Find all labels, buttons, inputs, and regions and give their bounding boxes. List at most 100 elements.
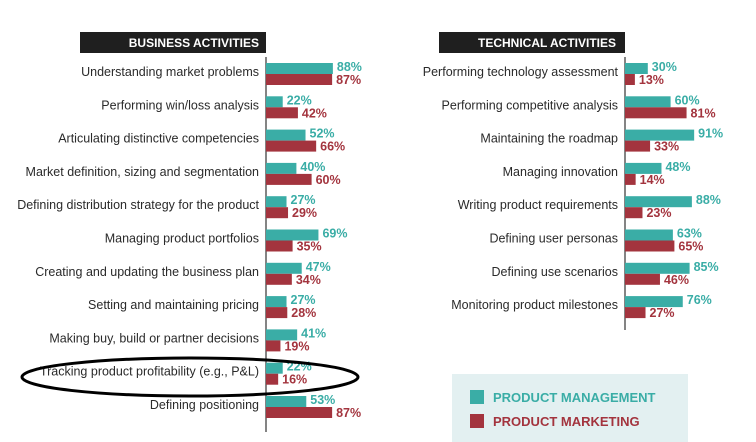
business-bar-product-marketing [266,240,293,252]
legend: PRODUCT MANAGEMENT PRODUCT MARKETING [452,374,688,442]
technical-value-label-product-marketing: 14% [640,173,665,187]
business-bar-product-management [266,296,287,308]
business-bar-product-marketing [266,140,317,152]
technical-value-label-product-management: 85% [694,260,719,274]
technical-category-label: Defining use scenarios [492,265,618,279]
technical-bar-product-marketing [625,107,687,119]
legend-label-product-management: PRODUCT MANAGEMENT [493,390,656,405]
business-category-label: Defining positioning [150,398,259,412]
business-category-label: Defining distribution strategy for the p… [17,198,259,212]
business-category-label: Tracking product profitability (e.g., P&… [40,365,259,379]
business-activities-chart: Understanding market problems 88%87%Perfo… [17,60,362,420]
business-category-label: Setting and maintaining pricing [88,298,259,312]
business-bar-product-management [266,129,306,141]
technical-value-label-product-management: 60% [675,93,700,107]
technical-bar-product-marketing [625,240,675,252]
technical-bar-product-management [625,262,690,274]
technical-bar-product-management [625,96,671,108]
business-bar-product-management [266,362,283,374]
technical-bar-product-management [625,63,648,74]
business-category-label: Making buy, build or partner decisions [49,331,259,345]
technical-category-label: Monitoring product milestones [451,298,618,312]
business-value-label-product-marketing: 29% [292,206,317,220]
business-bar-product-management [266,262,302,274]
technical-bar-product-marketing [625,74,635,85]
business-category-label: Understanding market problems [81,65,259,79]
technical-value-label-product-marketing: 65% [678,240,703,254]
business-bar-product-marketing [266,207,289,219]
technical-category-label: Defining user personas [489,232,618,246]
business-value-label-product-management: 47% [306,260,331,274]
technical-value-label-product-management: 88% [696,193,721,207]
technical-value-label-product-marketing: 33% [654,140,679,154]
technical-value-label-product-management: 91% [698,127,723,141]
business-bar-product-management [266,96,283,108]
business-bar-product-management [266,229,319,241]
technical-activities-chart: Performing technology assessment 30%13% Pe… [423,60,723,320]
technical-category-label: Managing innovation [503,165,618,179]
technical-value-label-product-marketing: 46% [664,273,689,287]
business-value-label-product-marketing: 87% [336,406,361,420]
technical-bar-product-management [625,162,662,174]
business-bar-product-management [266,162,297,174]
technical-bar-product-management [625,196,692,208]
business-bar-product-management [266,196,287,208]
business-bar-product-marketing [266,307,288,319]
business-value-label-product-marketing: 87% [336,73,361,87]
legend-label-product-marketing: PRODUCT MARKETING [493,414,640,429]
business-value-label-product-marketing: 35% [297,240,322,254]
business-value-label-product-management: 88% [337,60,362,74]
technical-value-label-product-management: 63% [677,227,702,241]
technical-bar-product-management [625,129,695,141]
technical-category-label: Performing technology assessment [423,65,619,79]
technical-bar-product-management [625,229,673,241]
business-category-label: Creating and updating the business plan [35,265,259,279]
business-bar-product-marketing [266,74,333,85]
business-bar-product-marketing [266,373,279,385]
technical-bar-product-marketing [625,140,651,152]
business-value-label-product-management: 40% [300,160,325,174]
legend-swatch-product-marketing [470,414,484,428]
technical-value-label-product-marketing: 13% [639,73,664,87]
technical-category-label: Performing competitive analysis [442,98,618,112]
technical-category-label: Maintaining the roadmap [480,132,618,146]
business-bar-product-management [266,63,333,74]
technical-header-title: TECHNICAL ACTIVITIES [478,36,616,50]
business-bar-product-marketing [266,173,312,185]
legend-swatch-product-management [470,390,484,404]
business-header-title: BUSINESS ACTIVITIES [129,36,259,50]
business-value-label-product-marketing: 19% [284,339,309,353]
technical-value-label-product-marketing: 23% [646,206,671,220]
business-category-label: Performing win/loss analysis [101,98,259,112]
technical-value-label-product-management: 48% [665,160,690,174]
technical-bar-product-marketing [625,207,643,219]
business-category-label: Managing product portfolios [105,232,259,246]
business-bar-product-marketing [266,273,292,285]
business-value-label-product-marketing: 42% [302,106,327,120]
business-value-label-product-management: 53% [310,393,335,407]
technical-category-label: Writing product requirements [458,198,618,212]
technical-value-label-product-management: 76% [687,293,712,307]
business-bar-product-management [266,396,307,407]
business-value-label-product-management: 27% [291,293,316,307]
business-value-label-product-marketing: 28% [291,306,316,320]
business-activities-header: BUSINESS ACTIVITIES [80,32,266,53]
business-value-label-product-management: 22% [287,93,312,107]
technical-bar-product-marketing [625,273,660,285]
business-value-label-product-management: 27% [291,193,316,207]
business-bar-product-marketing [266,340,281,352]
technical-header-bg [439,32,625,53]
business-bar-product-management [266,329,298,341]
business-value-label-product-marketing: 66% [320,140,345,154]
business-header-bg [80,32,266,53]
business-value-label-product-management: 41% [301,326,326,340]
business-value-label-product-management: 52% [310,127,335,141]
technical-bar-product-marketing [625,307,646,319]
business-value-label-product-management: 69% [322,227,347,241]
business-value-label-product-marketing: 60% [316,173,341,187]
business-bar-product-marketing [266,407,333,418]
business-bar-product-marketing [266,107,298,119]
technical-value-label-product-marketing: 81% [691,106,716,120]
technical-value-label-product-management: 30% [652,60,677,74]
